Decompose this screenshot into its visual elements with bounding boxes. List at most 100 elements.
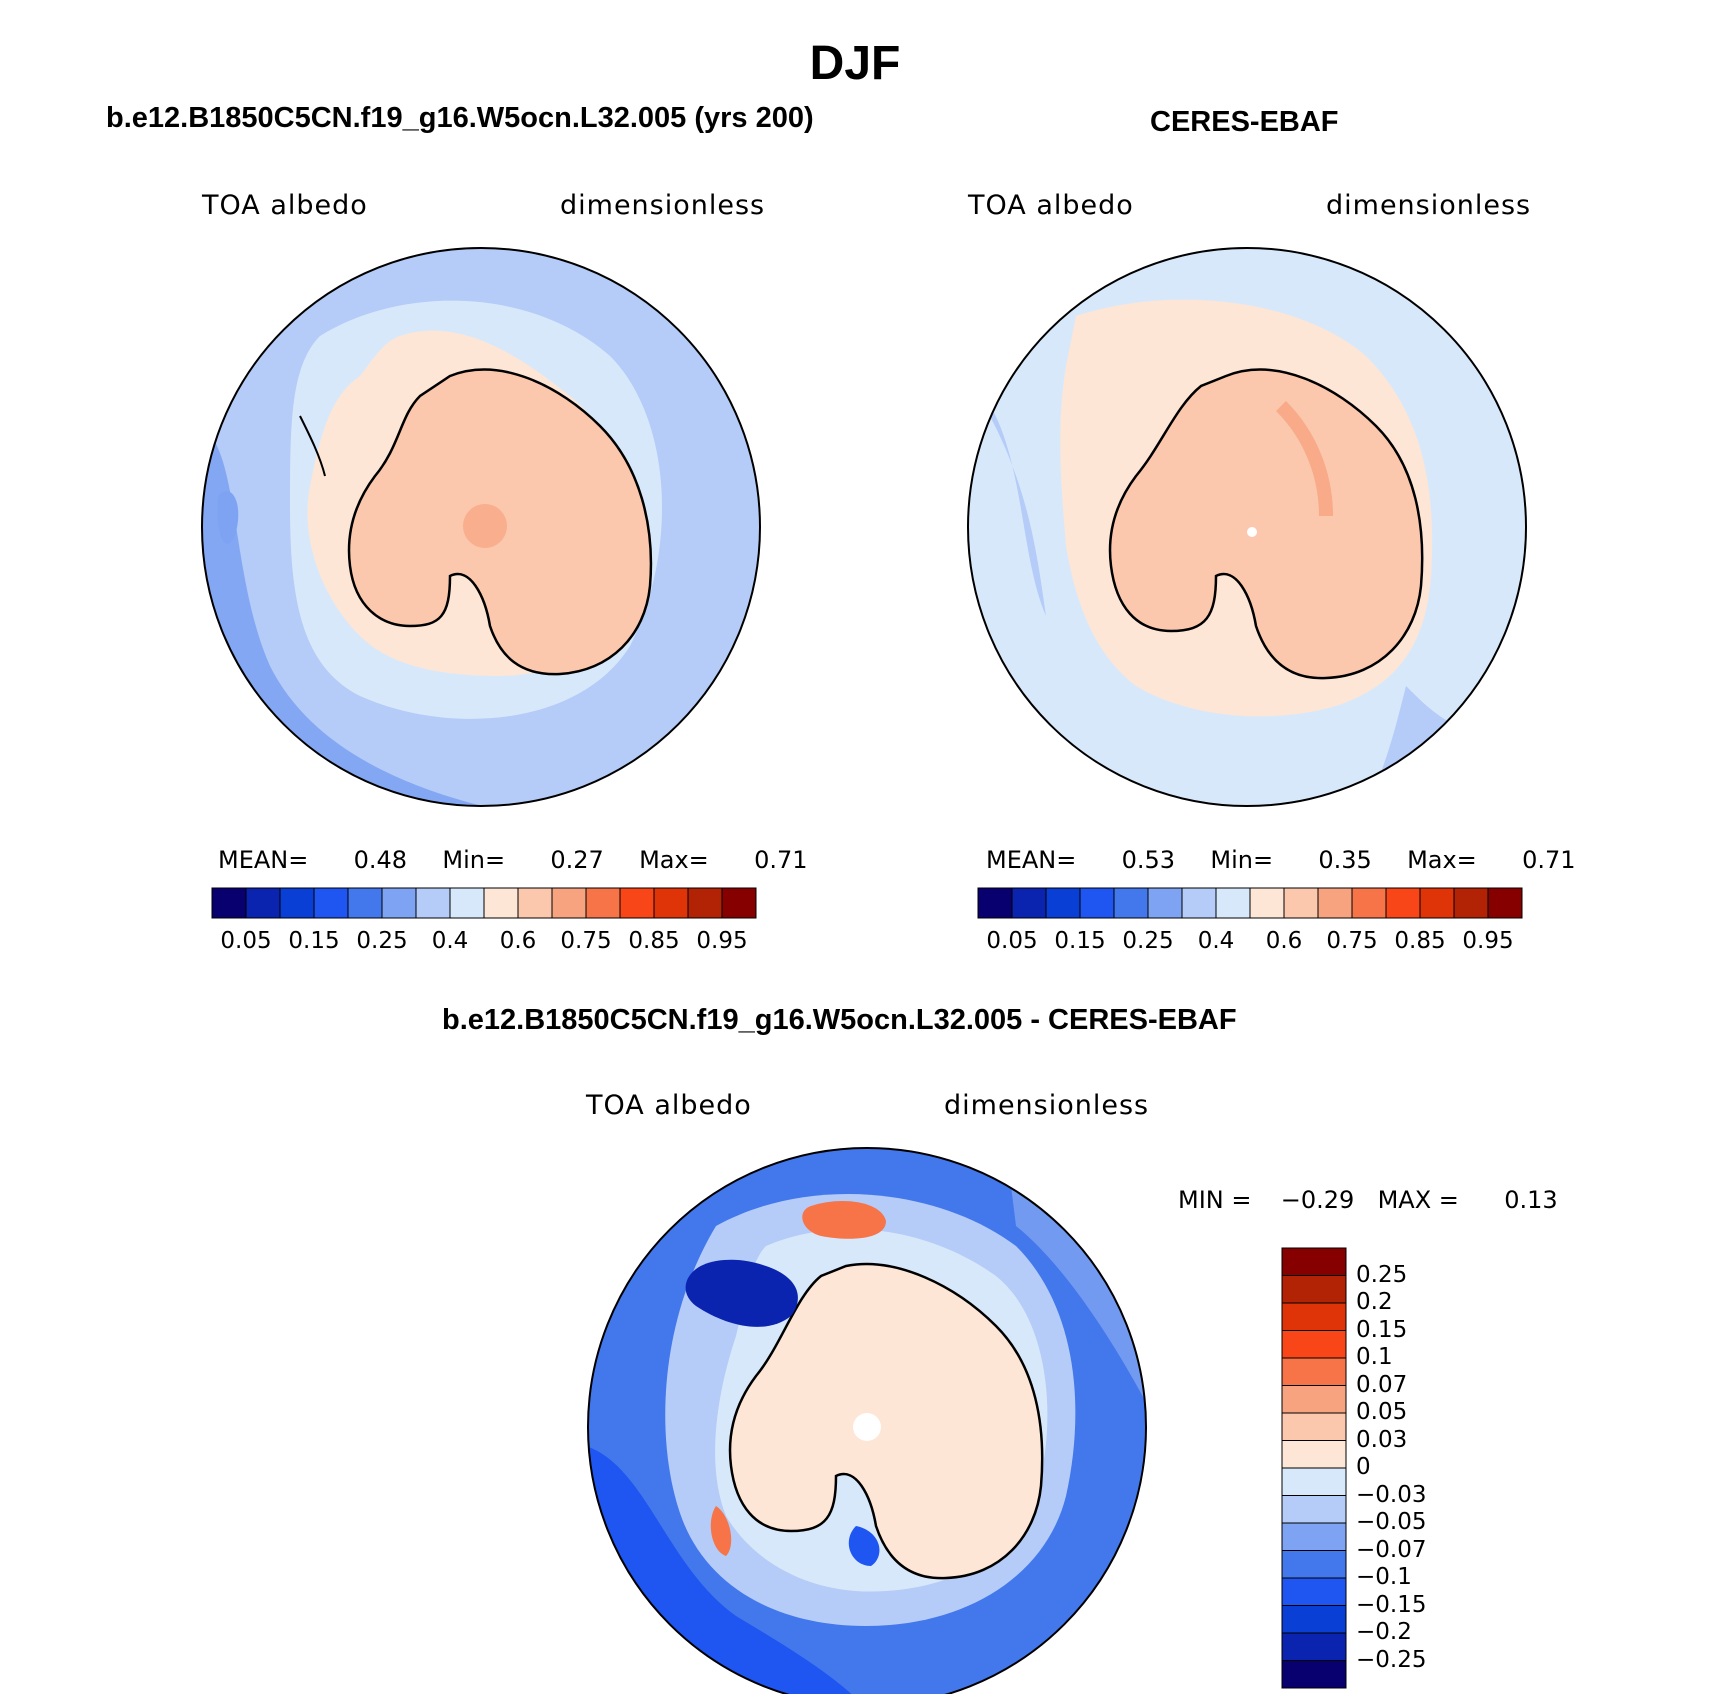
colorbar-tick-label: −0.07 <box>1356 1536 1427 1563</box>
colorbar-tick-label: 0.85 <box>628 928 680 954</box>
colorbar-swatch <box>721 887 757 919</box>
colorbar-swatch <box>1281 1247 1347 1276</box>
colorbar-swatch <box>381 887 417 919</box>
panel-1-colorbar <box>211 887 757 919</box>
colorbar-swatch <box>1281 1440 1347 1469</box>
colorbar-swatch <box>1281 1577 1347 1606</box>
colorbar-tick-label: 0.85 <box>1394 928 1446 954</box>
colorbar-tick-label: −0.15 <box>1356 1591 1427 1618</box>
colorbar-tick-label: 0.15 <box>288 928 340 954</box>
colorbar-tick-label: −0.03 <box>1356 1481 1427 1508</box>
panel-2-max-label: Max= <box>1407 846 1477 874</box>
colorbar-tick-label: 0.25 <box>1122 928 1174 954</box>
colorbar-swatch <box>551 887 587 919</box>
colorbar-swatch <box>1281 1467 1347 1496</box>
panel-1-max-label: Max= <box>639 846 709 874</box>
panel-2-polar-map <box>967 247 1527 807</box>
colorbar-swatch <box>279 887 315 919</box>
colorbar-tick-label: 0.25 <box>356 928 408 954</box>
colorbar-swatch <box>1281 1302 1347 1331</box>
colorbar-swatch <box>1281 1632 1347 1661</box>
colorbar-swatch <box>585 887 621 919</box>
colorbar-tick-label: 0.15 <box>1054 928 1106 954</box>
colorbar-swatch <box>245 887 281 919</box>
colorbar-tick-label: 0.6 <box>499 928 537 954</box>
diff-max-value: 0.13 <box>1504 1186 1558 1214</box>
colorbar-tick-label: −0.25 <box>1356 1646 1427 1673</box>
colorbar-tick-label: 0.1 <box>1356 1344 1393 1370</box>
panel-2-mean-label: MEAN= <box>986 846 1077 874</box>
colorbar-tick-label: −0.05 <box>1356 1509 1427 1535</box>
colorbar-swatch <box>449 887 485 919</box>
colorbar-swatch <box>619 887 655 919</box>
colorbar-swatch <box>1113 887 1149 919</box>
colorbar-swatch <box>313 887 349 919</box>
panel-2-min-value: 0.35 <box>1318 846 1372 874</box>
colorbar-swatch <box>1453 887 1489 919</box>
colorbar-tick-label: 0.05 <box>986 928 1038 954</box>
panel-1-min-label: Min= <box>442 846 506 874</box>
colorbar-swatch <box>347 887 383 919</box>
colorbar-swatch <box>1249 887 1285 919</box>
colorbar-swatch <box>1281 1605 1347 1634</box>
colorbar-tick-label: 0.95 <box>1462 928 1514 954</box>
panel-2-colorbar-labels: 0.05 0.15 0.25 0.4 0.6 0.75 0.85 0.95 <box>978 928 1522 958</box>
colorbar-swatch <box>1351 887 1387 919</box>
panel-1-mean-value: 0.48 <box>353 846 408 874</box>
colorbar-swatch <box>1045 887 1081 919</box>
panel-2-mean-value: 0.53 <box>1121 846 1176 874</box>
colorbar-swatch <box>1283 887 1319 919</box>
colorbar-swatch <box>1281 1330 1347 1359</box>
diff-colorbar-labels: 0.25 0.2 0.15 0.1 0.07 0.05 0.03 0 −0.03 −0.05 −0.… <box>1356 1248 1476 1688</box>
colorbar-swatch <box>1215 887 1251 919</box>
panel-1-title: b.e12.B1850C5CN.f19_g16.W5ocn.L32.005 (y… <box>106 102 814 134</box>
diff-min-value: −0.29 <box>1280 1186 1355 1214</box>
panel-1-polar-map <box>201 247 761 807</box>
panel-1-max-value: 0.71 <box>754 846 808 874</box>
colorbar-swatch <box>1281 1385 1347 1414</box>
panel-1-variable-label: TOA albedo <box>202 190 368 221</box>
panel-1-units-label: dimensionless <box>560 190 766 221</box>
colorbar-tick-label: 0.4 <box>1197 928 1235 954</box>
colorbar-swatch <box>483 887 519 919</box>
colorbar-tick-label: 0.2 <box>1356 1289 1393 1315</box>
colorbar-tick-label: 0.75 <box>1326 928 1378 954</box>
colorbar-swatch <box>415 887 451 919</box>
panel-1-mean-label: MEAN= <box>218 846 309 874</box>
panel-2-colorbar <box>977 887 1523 919</box>
colorbar-swatch <box>1079 887 1115 919</box>
colorbar-tick-label: 0.05 <box>1356 1399 1408 1425</box>
colorbar-swatch <box>211 887 247 919</box>
diff-panel-variable-label: TOA albedo <box>586 1090 752 1121</box>
colorbar-tick-label: 0 <box>1356 1454 1371 1480</box>
colorbar-swatch <box>1487 887 1523 919</box>
colorbar-swatch <box>1281 1357 1347 1386</box>
colorbar-tick-label: 0.75 <box>560 928 612 954</box>
colorbar-tick-label: 0.25 <box>1356 1261 1408 1288</box>
colorbar-tick-label: 0.03 <box>1356 1426 1408 1453</box>
diff-polar-map <box>587 1147 1147 1694</box>
colorbar-tick-label: 0.4 <box>431 928 469 954</box>
colorbar-tick-label: 0.6 <box>1265 928 1303 954</box>
colorbar-swatch <box>1281 1522 1347 1551</box>
diff-panel-title: b.e12.B1850C5CN.f19_g16.W5ocn.L32.005 - … <box>442 1004 1237 1036</box>
diff-min-label: MIN = <box>1178 1186 1252 1214</box>
diff-colorbar <box>1281 1247 1347 1689</box>
colorbar-tick-label: 0.95 <box>696 928 748 954</box>
panel-1-min-value: 0.27 <box>550 846 604 874</box>
figure-title: DJF <box>809 37 901 90</box>
colorbar-tick-label: −0.2 <box>1356 1619 1412 1645</box>
colorbar-swatch <box>517 887 553 919</box>
colorbar-tick-label: 0.05 <box>220 928 272 954</box>
panel-1-colorbar-labels: 0.05 0.15 0.25 0.4 0.6 0.75 0.85 0.95 <box>212 928 756 958</box>
colorbar-tick-label: 0.07 <box>1356 1371 1408 1398</box>
colorbar-swatch <box>1147 887 1183 919</box>
colorbar-swatch <box>1385 887 1421 919</box>
colorbar-swatch <box>1281 1550 1347 1579</box>
colorbar-tick-label: 0.15 <box>1356 1316 1408 1343</box>
panel-2-title: CERES-EBAF <box>1150 106 1339 138</box>
colorbar-swatch <box>653 887 689 919</box>
panel-2-min-label: Min= <box>1210 846 1274 874</box>
panel-2-max-value: 0.71 <box>1522 846 1576 874</box>
colorbar-swatch <box>1281 1275 1347 1304</box>
